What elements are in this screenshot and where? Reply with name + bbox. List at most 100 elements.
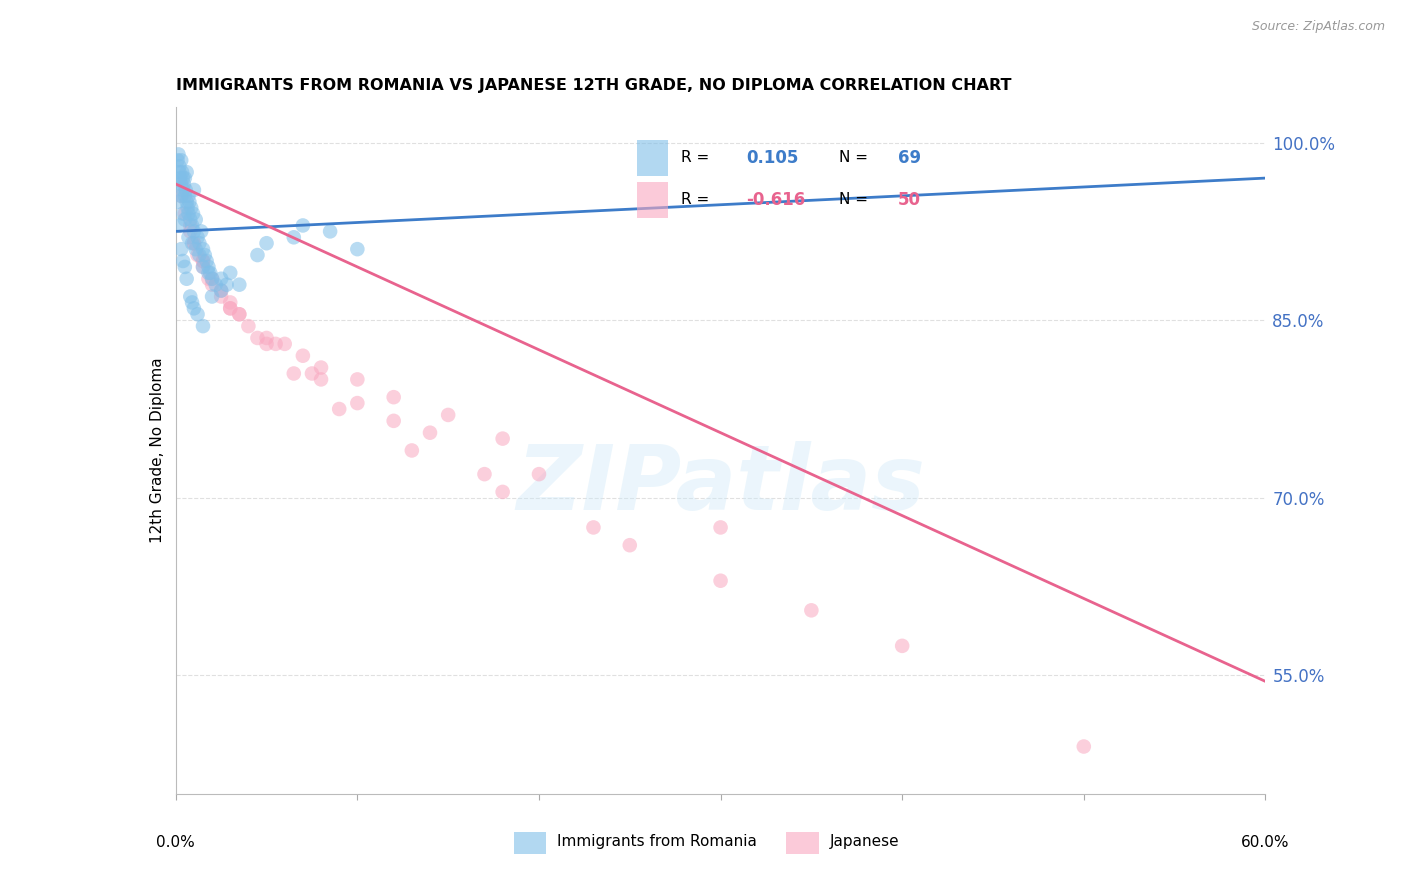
Point	[382, 414, 405, 428]
Point	[169, 165, 191, 179]
Point	[170, 242, 193, 256]
Point	[800, 603, 823, 617]
Point	[209, 271, 232, 285]
Point	[201, 277, 224, 292]
Point	[238, 319, 260, 334]
Point	[172, 165, 194, 179]
Point	[228, 307, 250, 321]
Point	[180, 201, 202, 215]
Point	[204, 277, 226, 292]
Point	[186, 230, 209, 244]
Point	[309, 372, 332, 386]
Text: 60.0%: 60.0%	[1241, 835, 1289, 850]
Point	[181, 206, 204, 220]
Point	[184, 242, 207, 256]
Point	[474, 467, 496, 482]
Point	[619, 538, 641, 552]
Point	[710, 574, 733, 588]
Point	[209, 284, 232, 298]
Point	[173, 171, 195, 186]
Point	[179, 289, 201, 303]
Point	[301, 367, 323, 381]
Point	[191, 254, 214, 268]
Point	[201, 271, 224, 285]
Point	[176, 201, 198, 215]
Point	[215, 277, 238, 292]
Point	[319, 224, 342, 238]
Point	[179, 212, 201, 227]
Point	[219, 301, 242, 316]
Point	[177, 189, 200, 203]
Point	[1073, 739, 1095, 754]
Point	[209, 284, 232, 298]
Point	[283, 230, 305, 244]
Point	[283, 367, 305, 381]
Y-axis label: 12th Grade, No Diploma: 12th Grade, No Diploma	[149, 358, 165, 543]
Point	[181, 219, 204, 233]
Point	[191, 260, 214, 274]
Point	[183, 183, 205, 197]
Point	[183, 236, 205, 251]
Point	[191, 319, 214, 334]
Point	[246, 331, 269, 345]
Point	[170, 189, 193, 203]
Point	[194, 248, 217, 262]
Point	[173, 177, 195, 191]
Point	[219, 266, 242, 280]
Point	[172, 254, 194, 268]
Text: 0.0%: 0.0%	[156, 835, 195, 850]
Point	[228, 307, 250, 321]
Text: ZIPatlas: ZIPatlas	[516, 441, 925, 529]
Point	[166, 153, 188, 168]
Point	[419, 425, 441, 440]
Point	[172, 206, 194, 220]
Point	[183, 236, 205, 251]
Point	[195, 254, 218, 268]
Point	[219, 301, 242, 316]
Point	[582, 520, 605, 534]
Point	[492, 432, 515, 446]
Point	[173, 260, 195, 274]
Point	[183, 224, 205, 238]
Point	[274, 337, 297, 351]
Point	[228, 277, 250, 292]
Point	[527, 467, 550, 482]
Point	[346, 242, 368, 256]
Point	[170, 189, 193, 203]
Point	[177, 230, 200, 244]
Point	[382, 390, 405, 404]
Point	[186, 248, 209, 262]
Point	[188, 236, 211, 251]
Point	[176, 194, 198, 209]
Point	[183, 301, 205, 316]
Point	[184, 212, 207, 227]
Point	[346, 372, 368, 386]
Point	[172, 183, 194, 197]
Point	[169, 159, 191, 173]
Point	[492, 484, 515, 499]
Point	[197, 266, 219, 280]
Point	[172, 171, 194, 186]
Point	[710, 520, 733, 534]
Point	[209, 289, 232, 303]
Point	[174, 183, 197, 197]
Point	[246, 248, 269, 262]
Point	[291, 219, 314, 233]
Point	[179, 224, 201, 238]
Point	[191, 260, 214, 274]
Point	[200, 266, 222, 280]
Point	[219, 295, 242, 310]
Point	[191, 242, 214, 256]
Point	[437, 408, 460, 422]
Point	[179, 219, 201, 233]
Point	[891, 639, 914, 653]
Point	[256, 337, 278, 351]
Point	[169, 219, 191, 233]
Text: Source: ZipAtlas.com: Source: ZipAtlas.com	[1251, 20, 1385, 33]
Point	[190, 224, 212, 238]
Point	[179, 194, 201, 209]
Point	[170, 153, 193, 168]
Point	[309, 360, 332, 375]
Point	[167, 147, 190, 161]
Point	[166, 194, 188, 209]
